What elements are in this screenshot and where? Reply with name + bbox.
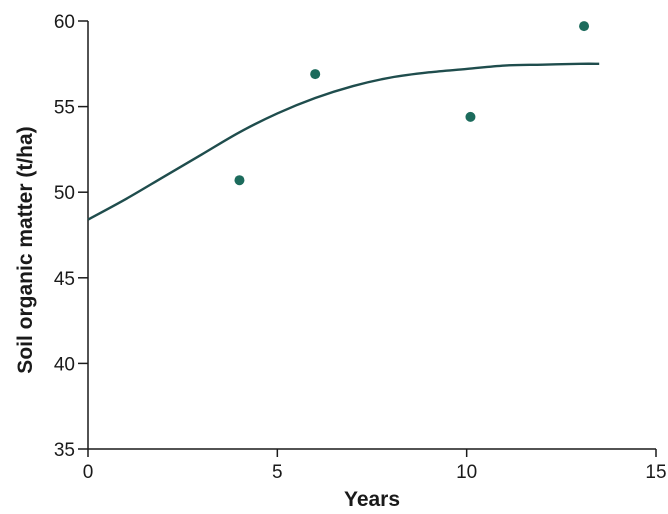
x-axis-title: Years	[344, 488, 400, 511]
y-tick-label-35: 35	[54, 440, 75, 461]
x-tick-label-10: 10	[456, 462, 477, 483]
data-point-1	[234, 175, 245, 186]
y-axis-title: Soil organic matter (t/ha)	[14, 126, 37, 373]
x-tick-label-5: 5	[272, 462, 283, 483]
data-point-4	[579, 21, 590, 32]
data-point-2	[310, 69, 321, 80]
y-tick-label-60: 60	[54, 12, 75, 33]
fitted-curve	[87, 62, 600, 221]
y-tick-label-45: 45	[54, 269, 75, 290]
y-tick-label-55: 55	[54, 98, 75, 119]
x-tick-label-15: 15	[645, 462, 666, 483]
x-tick-label-0: 0	[83, 462, 94, 483]
y-tick-label-50: 50	[54, 183, 75, 204]
data-point-3	[465, 111, 476, 122]
plot-area: 35 40 45 50 55 60 0 5 10 15	[54, 12, 667, 483]
y-tick-label-40: 40	[54, 354, 75, 375]
